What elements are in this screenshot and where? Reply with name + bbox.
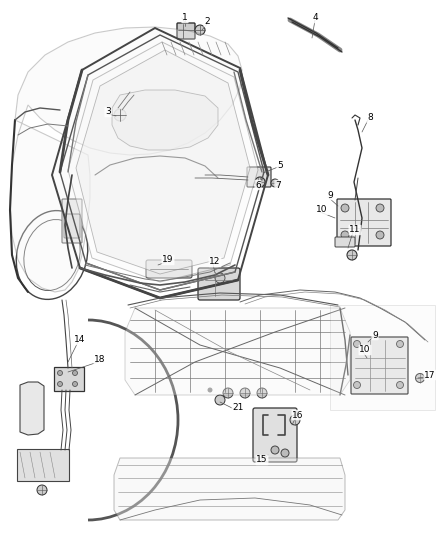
- Text: 10: 10: [359, 345, 371, 354]
- Circle shape: [37, 485, 47, 495]
- Text: 5: 5: [277, 160, 283, 169]
- Circle shape: [240, 388, 250, 398]
- FancyBboxPatch shape: [351, 337, 408, 394]
- Circle shape: [416, 374, 424, 383]
- Text: 4: 4: [312, 13, 318, 22]
- FancyBboxPatch shape: [335, 237, 355, 247]
- Text: 14: 14: [74, 335, 86, 344]
- Circle shape: [195, 25, 205, 35]
- Circle shape: [73, 370, 78, 376]
- Circle shape: [223, 388, 233, 398]
- Polygon shape: [112, 90, 218, 150]
- Text: 9: 9: [372, 330, 378, 340]
- Circle shape: [353, 341, 360, 348]
- Text: 12: 12: [209, 257, 221, 266]
- Text: 2: 2: [204, 18, 210, 27]
- Polygon shape: [330, 305, 435, 410]
- Text: 15: 15: [256, 456, 268, 464]
- Polygon shape: [10, 27, 242, 292]
- Text: 10: 10: [316, 206, 328, 214]
- FancyBboxPatch shape: [247, 167, 271, 187]
- Circle shape: [28, 391, 36, 399]
- Text: 16: 16: [292, 410, 304, 419]
- FancyBboxPatch shape: [54, 367, 84, 391]
- FancyBboxPatch shape: [198, 268, 240, 300]
- Circle shape: [28, 416, 36, 424]
- Text: 19: 19: [162, 255, 174, 264]
- Circle shape: [114, 109, 126, 121]
- Circle shape: [215, 273, 225, 283]
- Circle shape: [73, 382, 78, 386]
- Circle shape: [57, 382, 63, 386]
- FancyBboxPatch shape: [17, 449, 69, 481]
- FancyBboxPatch shape: [146, 260, 192, 278]
- Circle shape: [396, 341, 403, 348]
- FancyBboxPatch shape: [64, 214, 80, 238]
- Circle shape: [257, 388, 267, 398]
- Circle shape: [28, 406, 36, 414]
- Circle shape: [215, 395, 225, 405]
- Polygon shape: [114, 458, 345, 520]
- FancyBboxPatch shape: [62, 199, 82, 243]
- Circle shape: [271, 446, 279, 454]
- Text: 1: 1: [182, 13, 188, 22]
- Circle shape: [376, 204, 384, 212]
- Text: 17: 17: [424, 370, 436, 379]
- FancyBboxPatch shape: [253, 408, 297, 462]
- Text: 7: 7: [275, 181, 281, 190]
- Circle shape: [281, 449, 289, 457]
- Circle shape: [208, 387, 212, 392]
- Text: 8: 8: [367, 114, 373, 123]
- Text: 3: 3: [105, 108, 111, 117]
- Polygon shape: [76, 50, 250, 274]
- Circle shape: [376, 231, 384, 239]
- Circle shape: [57, 370, 63, 376]
- Polygon shape: [20, 382, 44, 435]
- Circle shape: [353, 382, 360, 389]
- Text: 11: 11: [349, 225, 361, 235]
- Circle shape: [341, 204, 349, 212]
- Text: 9: 9: [327, 190, 333, 199]
- Circle shape: [341, 231, 349, 239]
- Polygon shape: [125, 308, 350, 395]
- Polygon shape: [68, 42, 258, 282]
- Circle shape: [290, 415, 300, 425]
- Circle shape: [396, 382, 403, 389]
- Text: 21: 21: [232, 403, 244, 413]
- FancyBboxPatch shape: [337, 199, 391, 246]
- Circle shape: [347, 250, 357, 260]
- Circle shape: [255, 177, 265, 187]
- Circle shape: [271, 179, 279, 187]
- FancyBboxPatch shape: [177, 23, 195, 39]
- Text: 6: 6: [255, 181, 261, 190]
- Text: 18: 18: [94, 356, 106, 365]
